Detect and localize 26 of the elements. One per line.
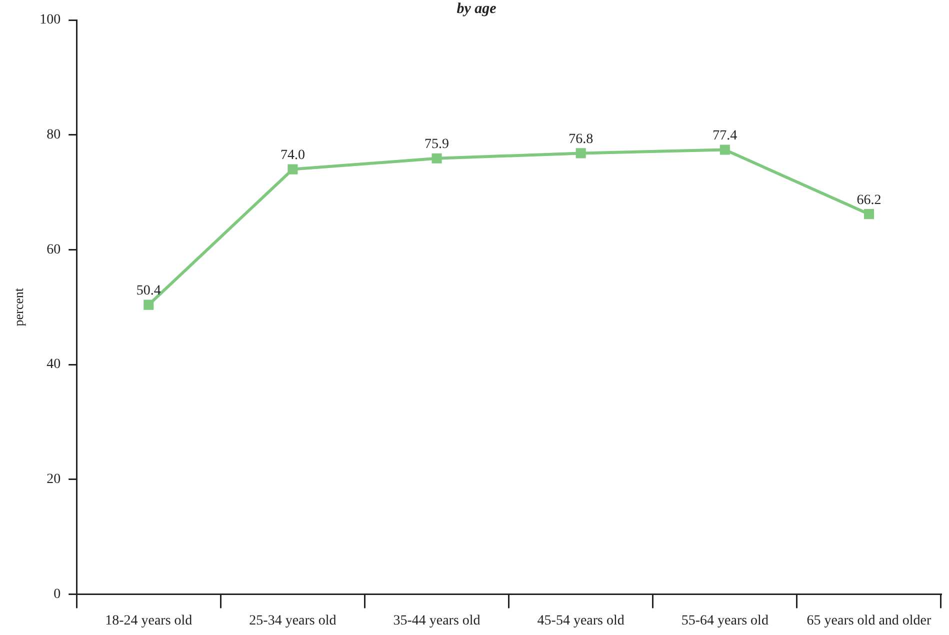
- y-tick-label: 80: [46, 128, 61, 143]
- data-label: 50.4: [136, 283, 161, 298]
- point: [288, 164, 298, 174]
- point: [576, 148, 586, 158]
- y-tick-label: 20: [46, 472, 61, 488]
- point: [432, 153, 442, 164]
- data-label: 74.0: [280, 148, 305, 163]
- data-label: 77.4: [712, 128, 738, 144]
- x-tick-label: 18-24 years old: [105, 613, 192, 628]
- data-label: 76.8: [568, 132, 594, 147]
- y-axis-title: percent: [11, 288, 26, 326]
- x-tick-label: 35-44 years old: [393, 613, 480, 628]
- point: [144, 300, 154, 310]
- x-tick-label: 55-64 years old: [681, 613, 768, 628]
- chart-title: by age: [456, 0, 497, 17]
- point: [864, 209, 874, 220]
- x-tick-label: 45-54 years old: [537, 613, 624, 628]
- y-tick-label: 40: [46, 357, 61, 372]
- data-label: 66.2: [856, 192, 882, 208]
- y-tick-label: 60: [46, 242, 61, 258]
- y-tick-label: 0: [54, 586, 61, 602]
- x-tick-label: 65 years old and older: [806, 613, 932, 628]
- y-tick-label: 100: [40, 12, 61, 28]
- data-label: 75.9: [424, 137, 450, 152]
- x-tick-label: 25-34 years old: [249, 613, 336, 628]
- point: [720, 144, 730, 155]
